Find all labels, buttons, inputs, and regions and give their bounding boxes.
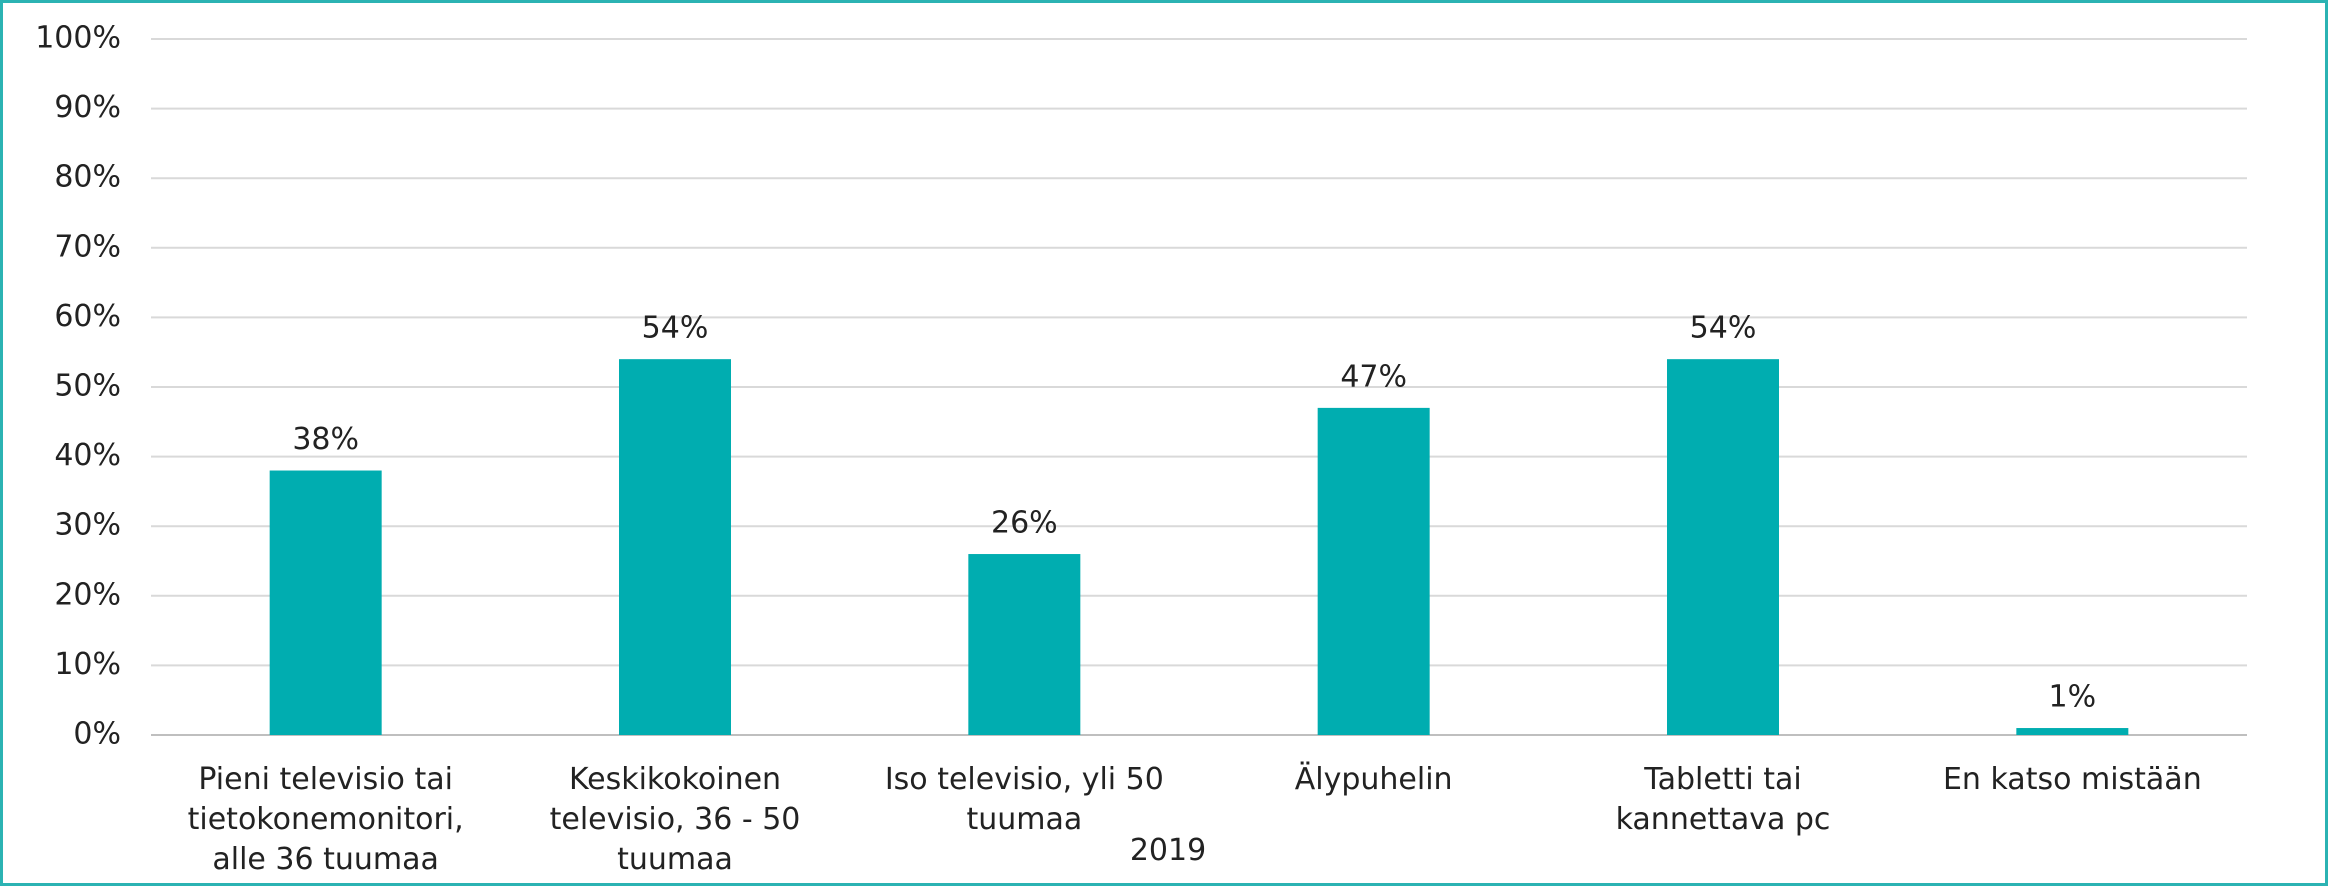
y-tick-label: 0% — [73, 717, 121, 752]
y-tick-label: 10% — [54, 647, 121, 682]
x-tick-label: Keskikokoinen televisio, 36 - 50 tuumaa — [549, 762, 801, 877]
x-tick-label: Pieni televisio tai tietokonemonitori, a… — [187, 762, 464, 877]
y-tick-label: 30% — [54, 508, 121, 543]
x-tick-label: Älypuhelin — [1294, 762, 1453, 797]
value-label: 1% — [2049, 680, 2097, 715]
value-label: 26% — [991, 506, 1058, 541]
y-tick-label: 60% — [54, 299, 121, 334]
bar — [1317, 407, 1430, 735]
x-axis-label: 2019 — [1129, 833, 1207, 868]
bar — [1667, 359, 1779, 735]
bar — [968, 554, 1081, 735]
bar — [619, 359, 731, 735]
bar — [2016, 728, 2129, 735]
y-tick-label: 80% — [54, 160, 121, 195]
y-tick-label: 90% — [54, 90, 121, 125]
y-tick-label: 40% — [54, 438, 121, 473]
value-label: 54% — [1690, 311, 1757, 346]
x-tick-label: Tabletti tai kannettava pc — [1615, 762, 1831, 837]
x-tick-label: Iso televisio, yli 50 tuumaa — [884, 762, 1164, 837]
plot: 0% 10% 20% 30% 40% 50% 60% 70% 80% 90% 100% 38% 54% 2… — [35, 21, 2247, 752]
y-tick-label: 100% — [35, 21, 121, 56]
value-label: 47% — [1340, 359, 1407, 394]
bar — [269, 470, 382, 735]
y-tick-label: 50% — [54, 369, 121, 404]
value-label: 38% — [292, 422, 359, 457]
value-label: 54% — [642, 311, 709, 346]
y-tick-label: 20% — [54, 577, 121, 612]
y-tick-label: 70% — [54, 229, 121, 264]
x-tick-label: En katso mistään — [1942, 762, 2202, 797]
